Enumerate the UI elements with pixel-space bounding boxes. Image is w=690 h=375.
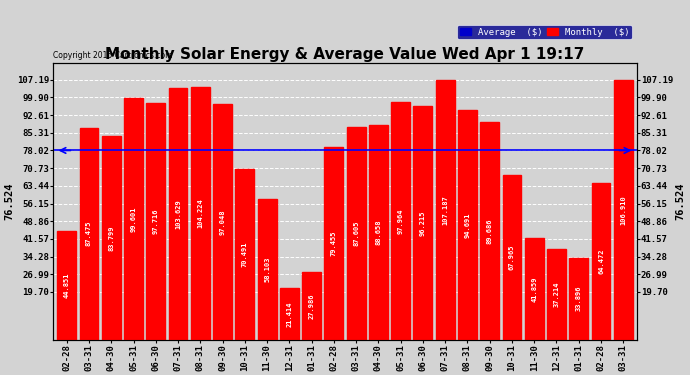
Bar	[257, 199, 277, 340]
Text: 99.601: 99.601	[130, 206, 137, 232]
Bar	[346, 127, 366, 340]
Text: 83.799: 83.799	[108, 225, 115, 251]
Text: 96.215: 96.215	[420, 210, 426, 236]
Text: 103.629: 103.629	[175, 199, 181, 229]
Title: Monthly Solar Energy & Average Value Wed Apr 1 19:17: Monthly Solar Energy & Average Value Wed…	[106, 47, 584, 62]
Text: 67.965: 67.965	[509, 244, 515, 270]
Bar	[124, 98, 143, 340]
Bar	[369, 124, 388, 340]
Text: 64.472: 64.472	[598, 249, 604, 274]
Text: 87.475: 87.475	[86, 221, 92, 246]
Text: 70.491: 70.491	[241, 242, 248, 267]
Bar	[391, 102, 410, 340]
Text: 107.187: 107.187	[442, 195, 448, 225]
Bar	[435, 80, 455, 340]
Text: 106.910: 106.910	[620, 195, 627, 225]
Y-axis label: 76.524: 76.524	[676, 183, 686, 220]
Bar	[146, 103, 165, 340]
Text: 97.048: 97.048	[219, 209, 226, 235]
Bar	[302, 272, 321, 340]
Bar	[413, 106, 433, 340]
Bar	[324, 147, 344, 340]
Text: 44.851: 44.851	[63, 273, 70, 298]
Bar	[525, 238, 544, 340]
Y-axis label: 76.524: 76.524	[4, 183, 14, 220]
Text: 79.455: 79.455	[331, 231, 337, 256]
Text: 21.414: 21.414	[286, 301, 293, 327]
Bar	[614, 80, 633, 340]
Bar	[480, 122, 499, 340]
Text: 27.986: 27.986	[308, 293, 315, 319]
Text: 97.964: 97.964	[397, 208, 404, 234]
Bar	[191, 87, 210, 340]
Text: 87.605: 87.605	[353, 221, 359, 246]
Text: 94.691: 94.691	[464, 212, 471, 238]
Text: 97.716: 97.716	[152, 209, 159, 234]
Text: 89.686: 89.686	[486, 218, 493, 244]
Bar	[502, 175, 522, 340]
Text: Copyright 2015 Cartronics.com: Copyright 2015 Cartronics.com	[53, 51, 173, 60]
Bar	[168, 88, 188, 340]
Bar	[591, 183, 611, 340]
Text: 104.224: 104.224	[197, 198, 204, 228]
Text: 33.896: 33.896	[575, 286, 582, 311]
Bar	[280, 288, 299, 340]
Text: 41.859: 41.859	[531, 276, 538, 302]
Legend: Average  ($), Monthly  ($): Average ($), Monthly ($)	[457, 25, 632, 39]
Text: 58.103: 58.103	[264, 256, 270, 282]
Text: 37.214: 37.214	[553, 282, 560, 308]
Bar	[79, 128, 99, 340]
Bar	[547, 249, 566, 340]
Bar	[458, 110, 477, 340]
Bar	[57, 231, 76, 340]
Bar	[213, 104, 232, 340]
Bar	[235, 169, 255, 340]
Bar	[102, 136, 121, 340]
Text: 88.658: 88.658	[375, 219, 382, 245]
Bar	[569, 258, 588, 340]
